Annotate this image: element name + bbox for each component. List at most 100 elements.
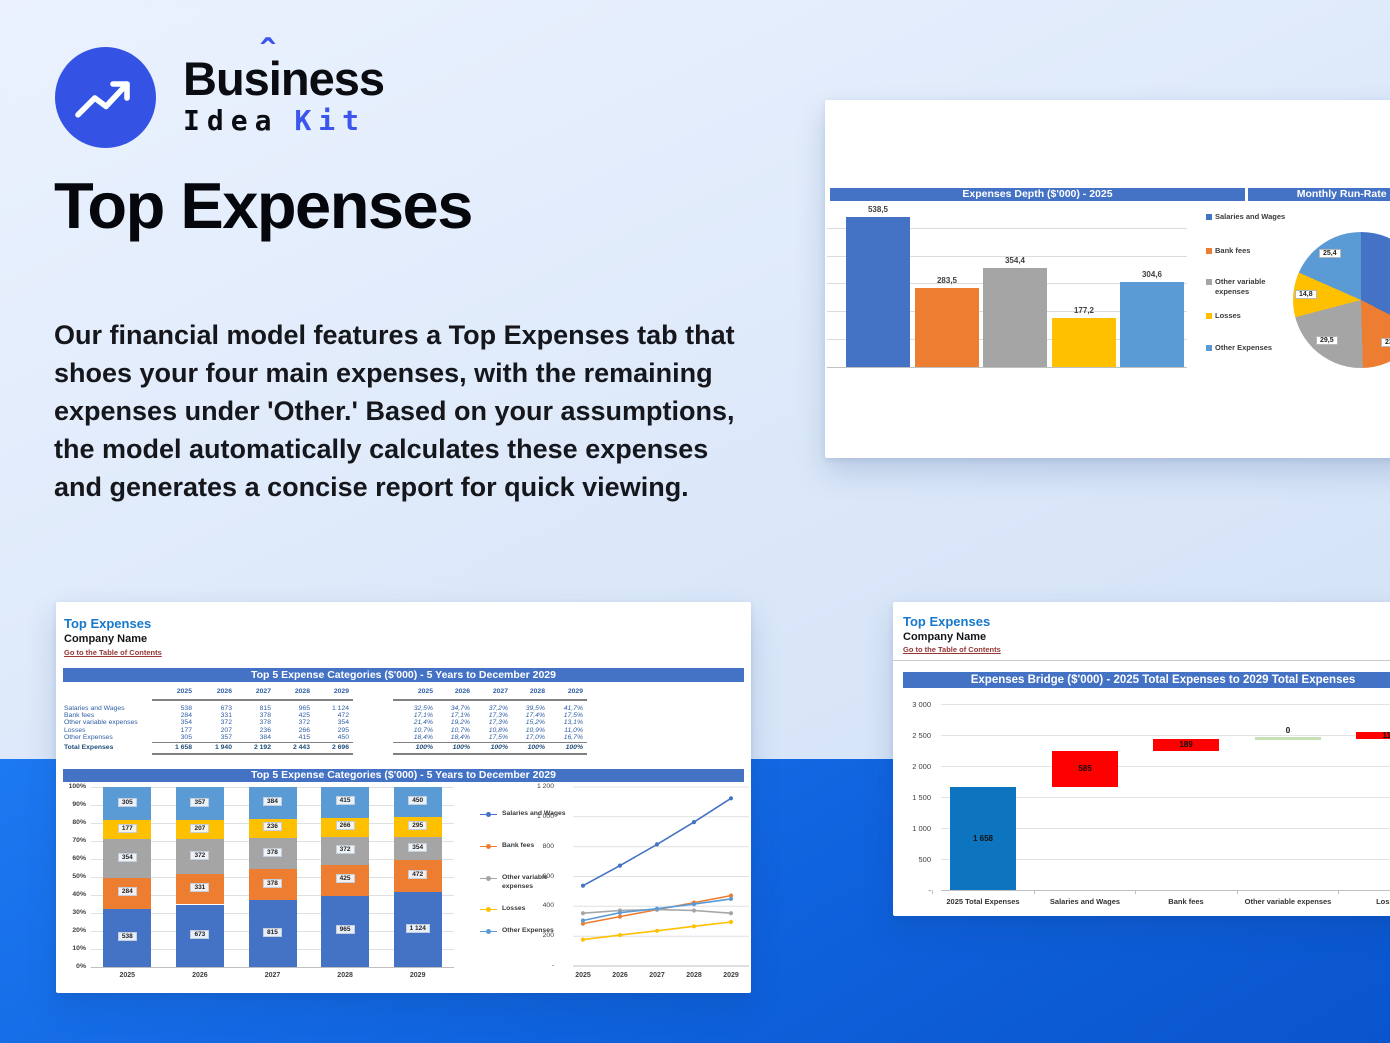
cell-value: 415 <box>298 733 310 741</box>
legend-label: Salaries and Wages <box>1215 212 1286 221</box>
top5-line-chart: -200 400 600 800 1 000 1 200 2025 2026 2027 2028 2… <box>56 602 751 993</box>
chart-banner-top5: Top 5 Expense Categories ($'000) - 5 Yea… <box>63 769 744 782</box>
company-name: Company Name <box>64 633 148 645</box>
cell-percent: 17,5% <box>563 712 583 720</box>
total-value: 1 940 <box>214 743 232 751</box>
segment-label: 538 <box>91 931 164 941</box>
bar <box>1356 731 1390 740</box>
cell-value: 295 <box>337 726 349 734</box>
segment-label: 965 <box>309 925 382 935</box>
cell-value: 378 <box>259 712 271 720</box>
cell-percent: 17,1% <box>450 712 470 720</box>
segment-label: 236 <box>236 822 309 832</box>
bar-value-label: 118 <box>1382 730 1390 740</box>
y-tick-label: 600 <box>542 872 554 880</box>
axis-tick <box>1033 890 1035 894</box>
legend-dot <box>486 928 491 934</box>
grid-line <box>91 967 454 968</box>
year-header: 2027 <box>255 688 271 695</box>
segment-label: 472 <box>381 870 454 880</box>
sheet-title: Top Expenses <box>64 616 152 631</box>
y-tick-label: 500 <box>918 855 931 864</box>
segment-label: 207 <box>164 823 237 833</box>
x-tick-label: 2028 <box>686 972 702 979</box>
grid-line <box>941 735 1390 736</box>
legend-label: Other variable expenses <box>502 874 548 890</box>
cell-percent: 10,7% <box>413 726 433 734</box>
bar <box>1052 750 1118 788</box>
cell-value: 673 <box>220 705 232 712</box>
segment-label: 305 <box>91 797 164 807</box>
legend-dot <box>486 843 491 849</box>
axis-line <box>827 367 1187 368</box>
year-header: 2026 <box>454 688 470 695</box>
line-chart-svg <box>573 786 749 967</box>
segment-label: 266 <box>309 821 382 831</box>
header-rule <box>152 699 353 701</box>
screenshot-expenses-depth: Expenses Depth ($'000) - 2025 Monthly Ru… <box>825 100 1390 458</box>
segment-label: 815 <box>236 927 309 937</box>
cell-percent: 19,2% <box>450 719 470 727</box>
pie-chart <box>1293 232 1390 368</box>
bar <box>915 288 979 367</box>
legend-swatch <box>1206 248 1212 254</box>
expenses-depth-bar-chart: 538,5 283,5 354,4 177,2 304,6 <box>825 100 1390 458</box>
x-tick-label: 2025 <box>119 972 136 979</box>
axis-tick <box>1236 890 1238 894</box>
top5-chart-legend: Salaries and Wages Bank fees Other variabl… <box>56 602 751 993</box>
table-of-contents-link[interactable]: Go to the Table of Contents <box>903 645 1001 654</box>
total-label: Total Expenses <box>64 743 114 751</box>
year-header: 2028 <box>529 688 545 695</box>
total-rule <box>152 741 353 743</box>
monthly-run-rate-pie-chart: 23,6 29,5 14,8 25,4 <box>825 100 1390 458</box>
sheet-title: Top Expenses <box>903 614 991 629</box>
year-header: 2028 <box>294 688 310 695</box>
cell-value: 1 124 <box>331 705 349 712</box>
y-tick-label: 60% <box>72 855 86 862</box>
grid-line <box>941 797 1390 798</box>
year-header: 2025 <box>417 688 433 695</box>
row-label: Bank fees <box>64 712 95 720</box>
year-header: 2027 <box>492 688 508 695</box>
y-tick-label: 90% <box>72 801 86 808</box>
grid-line <box>941 828 1390 829</box>
x-tick-label: 2025 Total Expenses <box>946 897 1020 906</box>
brand-name-part: ness <box>280 52 385 105</box>
cell-percent: 41,7% <box>563 705 583 712</box>
cell-value: 384 <box>259 733 271 741</box>
x-tick-label: Losses <box>1376 897 1390 906</box>
intro-paragraph: Our financial model features a Top Expen… <box>54 320 735 502</box>
y-tick-label: 400 <box>542 902 554 910</box>
bar <box>983 268 1047 367</box>
bar-value-label: 0 <box>1285 726 1291 736</box>
bar-value-label: 177,2 <box>1073 305 1095 315</box>
table-of-contents-link[interactable]: Go to the Table of Contents <box>64 648 162 657</box>
x-tick-label: 2025 <box>575 972 591 979</box>
header-rule <box>393 699 587 701</box>
y-tick-label: 80% <box>72 819 86 826</box>
segment-label: 295 <box>381 820 454 830</box>
y-tick-label: 1 200 <box>536 783 554 790</box>
total-value: 2 192 <box>253 743 271 751</box>
total-percent: 100% <box>415 743 433 751</box>
y-tick-label: 70% <box>72 837 86 844</box>
cell-percent: 32,5% <box>413 705 433 712</box>
y-tick-label: 0% <box>76 963 86 970</box>
cell-value: 354 <box>337 719 349 727</box>
brand-name-part: Bus <box>183 52 270 105</box>
bar <box>950 787 1016 890</box>
brand-subtitle: Idea Kit <box>183 107 384 135</box>
bar-value-label: 189 <box>1179 740 1193 750</box>
y-tick-label: 20% <box>72 927 86 934</box>
top5-expense-table: 2025 2025 2026 2026 2027 2027 2028 2028 2029 2029… <box>56 602 751 993</box>
total-rule <box>393 741 587 743</box>
legend-label: Bank fees <box>502 842 535 849</box>
bar <box>1120 282 1184 367</box>
segment-label: 177 <box>91 823 164 833</box>
bar-value-label: 304,6 <box>1141 270 1163 280</box>
total-value: 2 443 <box>292 743 310 751</box>
expenses-bridge-waterfall-chart: - 500 1 000 1 500 2 000 2 500 3 000 1 658 585 189… <box>893 602 1390 916</box>
x-tick-label: 2029 <box>409 972 426 979</box>
chart-banner-expenses-depth: Expenses Depth ($'000) - 2025 <box>830 188 1245 201</box>
chart-banner-monthly-run-rate: Monthly Run-Rate ($'000) <box>1248 188 1390 201</box>
